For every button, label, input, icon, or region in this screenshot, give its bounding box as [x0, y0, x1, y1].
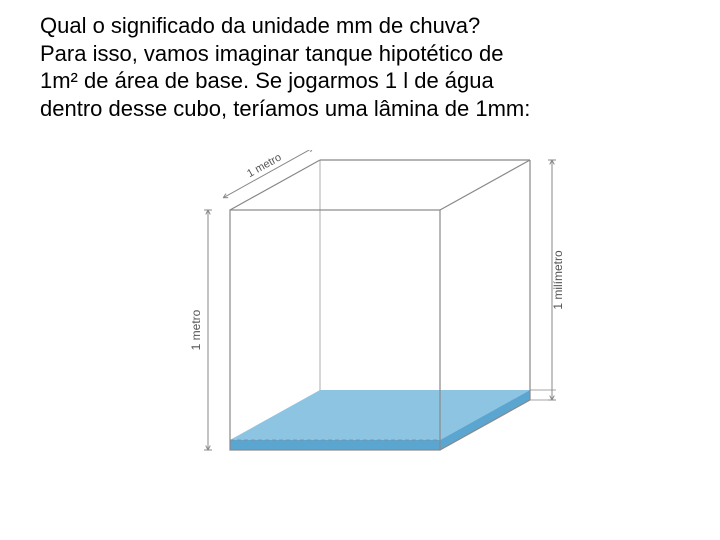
svg-text:1 milímetro: 1 milímetro — [551, 250, 565, 310]
svg-text:1 metro: 1 metro — [189, 309, 203, 350]
text-line-1: Qual o significado da unidade mm de chuv… — [40, 13, 480, 38]
text-line-2: Para isso, vamos imaginar tanque hipotét… — [40, 41, 503, 66]
text-line-3: 1m² de área de base. Se jogarmos 1 l de … — [40, 68, 494, 93]
cube-svg: 1 metro1 metro1 metro1 milímetro — [170, 150, 570, 530]
svg-text:1 metro: 1 metro — [245, 151, 283, 180]
cube-diagram: 1 metro1 metro1 metro1 milímetro — [170, 150, 570, 530]
page: Qual o significado da unidade mm de chuv… — [0, 0, 720, 540]
text-line-4: dentro desse cubo, teríamos uma lâmina d… — [40, 96, 530, 121]
explanation-text: Qual o significado da unidade mm de chuv… — [40, 12, 680, 122]
